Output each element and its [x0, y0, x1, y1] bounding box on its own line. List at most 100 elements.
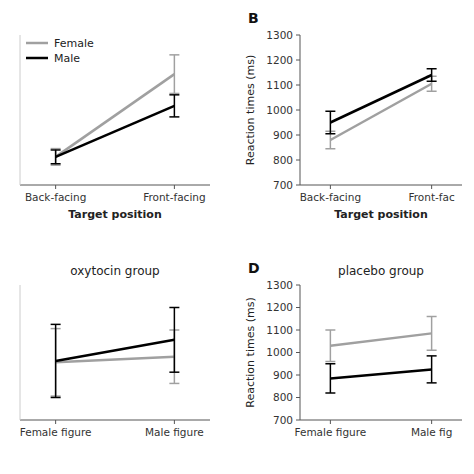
panel: 700 800 900 1000 1100 1200 1300 Back-facing Fron…: [244, 10, 462, 221]
y-tick: [296, 352, 300, 353]
series: [51, 329, 180, 397]
x-tick: [330, 420, 331, 424]
y-tick-label: 1100: [266, 324, 293, 336]
y-tick: [296, 420, 300, 421]
series: [325, 317, 436, 362]
error-cap: [325, 111, 335, 113]
error-cap: [51, 148, 61, 150]
error-cap: [51, 397, 61, 399]
x-tick-label: Male figure: [145, 426, 204, 438]
y-axis-line: [20, 285, 21, 420]
x-axis-line: [300, 420, 462, 421]
series: [51, 95, 180, 164]
error-cap: [427, 316, 437, 318]
error-cap: [169, 383, 179, 385]
error-cap: [51, 324, 61, 326]
y-tick-label: 1000: [266, 346, 293, 358]
error-cap: [169, 371, 179, 373]
legend-entry: Male: [54, 52, 80, 65]
y-tick-label: 1000: [266, 104, 293, 116]
x-tick: [431, 420, 432, 424]
y-tick-label: 800: [273, 391, 293, 403]
x-axis-line: [20, 185, 210, 186]
series-line: [330, 333, 431, 345]
series-line: [330, 369, 431, 378]
y-tick: [296, 285, 300, 286]
x-axis-line: [300, 185, 462, 186]
error-cap: [427, 355, 437, 357]
y-tick-label: 700: [273, 179, 293, 191]
series-line: [56, 106, 175, 157]
error-cap: [169, 307, 179, 309]
series: [51, 308, 180, 398]
y-tick: [296, 35, 300, 36]
error-cap: [427, 81, 437, 83]
y-tick: [296, 307, 300, 308]
y-tick-label: 1200: [266, 54, 293, 66]
y-tick: [296, 135, 300, 136]
y-tick: [296, 375, 300, 376]
y-axis-label: Reaction times (ms): [244, 297, 257, 407]
y-tick: [296, 185, 300, 186]
error-cap: [51, 164, 61, 166]
y-tick-label: 900: [273, 129, 293, 141]
plot-area: [325, 69, 436, 149]
x-tick: [330, 185, 331, 189]
y-tick-label: 1300: [266, 279, 293, 291]
y-axis-label: Reaction times (ms): [244, 55, 257, 165]
error-cap: [427, 382, 437, 384]
error-cap: [169, 54, 179, 56]
error-cap: [169, 93, 179, 95]
x-tick-label: Front-facing: [143, 191, 206, 203]
panel: Back-facingFront-facingTarget positionFe…: [20, 35, 210, 221]
title: placebo group: [338, 264, 424, 278]
plot-area: [325, 317, 436, 394]
error-cap: [325, 133, 335, 135]
y-axis-line: [20, 35, 21, 185]
legend-swatch: [26, 57, 48, 60]
y-tick: [296, 330, 300, 331]
error-cap: [325, 329, 335, 331]
series-line: [56, 74, 175, 157]
figure: Back-facing Front-facing Target position Fe…: [0, 0, 474, 474]
x-tick: [174, 420, 175, 424]
y-tick: [296, 60, 300, 61]
error-cap: [427, 350, 437, 352]
x-tick: [55, 420, 56, 424]
legend-entry: Female: [54, 37, 94, 50]
error-cap: [427, 91, 437, 93]
error-cap: [169, 94, 179, 96]
x-tick-label: Front-fac: [408, 191, 454, 203]
error-cap: [169, 116, 179, 118]
x-tick-label: Female figure: [20, 426, 92, 438]
x-tick: [174, 185, 175, 189]
y-tick-label: 800: [273, 154, 293, 166]
y-tick-label: 900: [273, 369, 293, 381]
x-axis-label: Target position: [334, 208, 428, 221]
title: oxytocin group: [70, 264, 159, 278]
series-line: [56, 340, 175, 361]
y-tick-label: 1100: [266, 79, 293, 91]
error-cap: [325, 361, 335, 363]
x-tick-label: Male fig: [411, 426, 453, 438]
legend: Female Male: [26, 37, 94, 65]
error-bar: [325, 131, 335, 149]
x-tick-label: Back-facing: [300, 191, 361, 203]
x-tick-label: Female figure: [294, 426, 366, 438]
x-axis-line: [20, 420, 210, 421]
error-cap: [427, 68, 437, 70]
error-bar: [325, 111, 335, 134]
panel: 7008009001000110012001300Female figureMa…: [244, 260, 462, 438]
error-cap: [51, 149, 61, 151]
plot-area: [51, 308, 180, 398]
y-tick-label: 1300: [266, 29, 293, 41]
error-cap: [325, 148, 335, 150]
y-tick: [296, 110, 300, 111]
series: [325, 69, 436, 134]
y-tick: [296, 160, 300, 161]
y-tick: [296, 397, 300, 398]
x-axis-label: Target position: [68, 208, 162, 221]
series: [325, 76, 436, 149]
error-cap: [325, 392, 335, 394]
legend-swatch: [26, 42, 48, 45]
